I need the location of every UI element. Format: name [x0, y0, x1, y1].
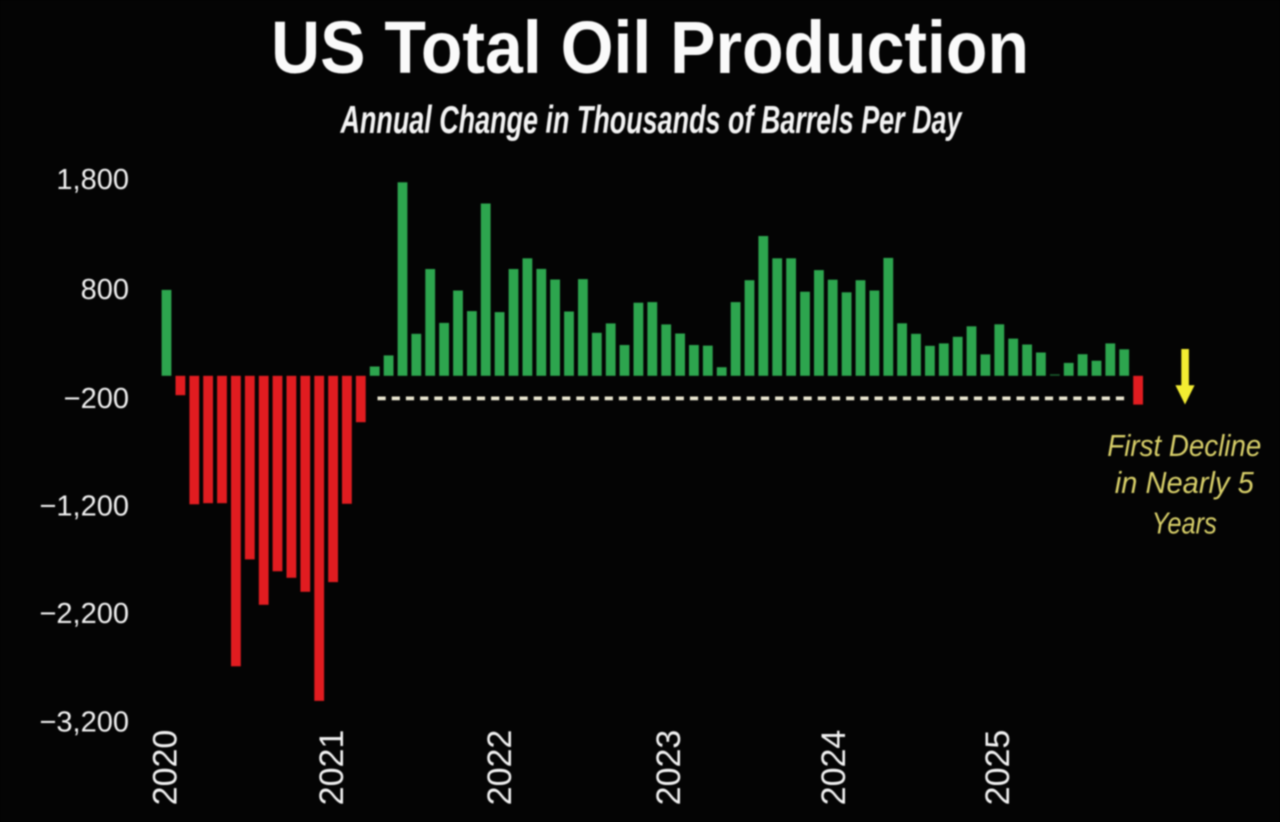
svg-text:−200: −200 — [64, 383, 129, 415]
svg-text:−1,200: −1,200 — [39, 491, 129, 523]
svg-text:2021: 2021 — [313, 730, 351, 806]
svg-text:Annual Change in Thousands of: Annual Change in Thousands of Barrels Pe… — [340, 99, 963, 142]
svg-text:2023: 2023 — [650, 730, 688, 806]
svg-text:2022: 2022 — [481, 730, 519, 806]
svg-text:2024: 2024 — [815, 730, 853, 806]
svg-text:2025: 2025 — [979, 730, 1017, 806]
svg-text:800: 800 — [81, 274, 129, 306]
svg-text:First Decline: First Decline — [1107, 428, 1261, 463]
svg-text:−3,200: −3,200 — [39, 707, 129, 739]
svg-text:1,800: 1,800 — [56, 164, 129, 196]
svg-text:in Nearly 5: in Nearly 5 — [1115, 465, 1255, 500]
svg-text:Years: Years — [1152, 505, 1217, 540]
svg-text:−2,200: −2,200 — [39, 598, 129, 630]
svg-text:US Total Oil Production: US Total Oil Production — [271, 6, 1029, 89]
svg-text:2020: 2020 — [147, 730, 185, 806]
